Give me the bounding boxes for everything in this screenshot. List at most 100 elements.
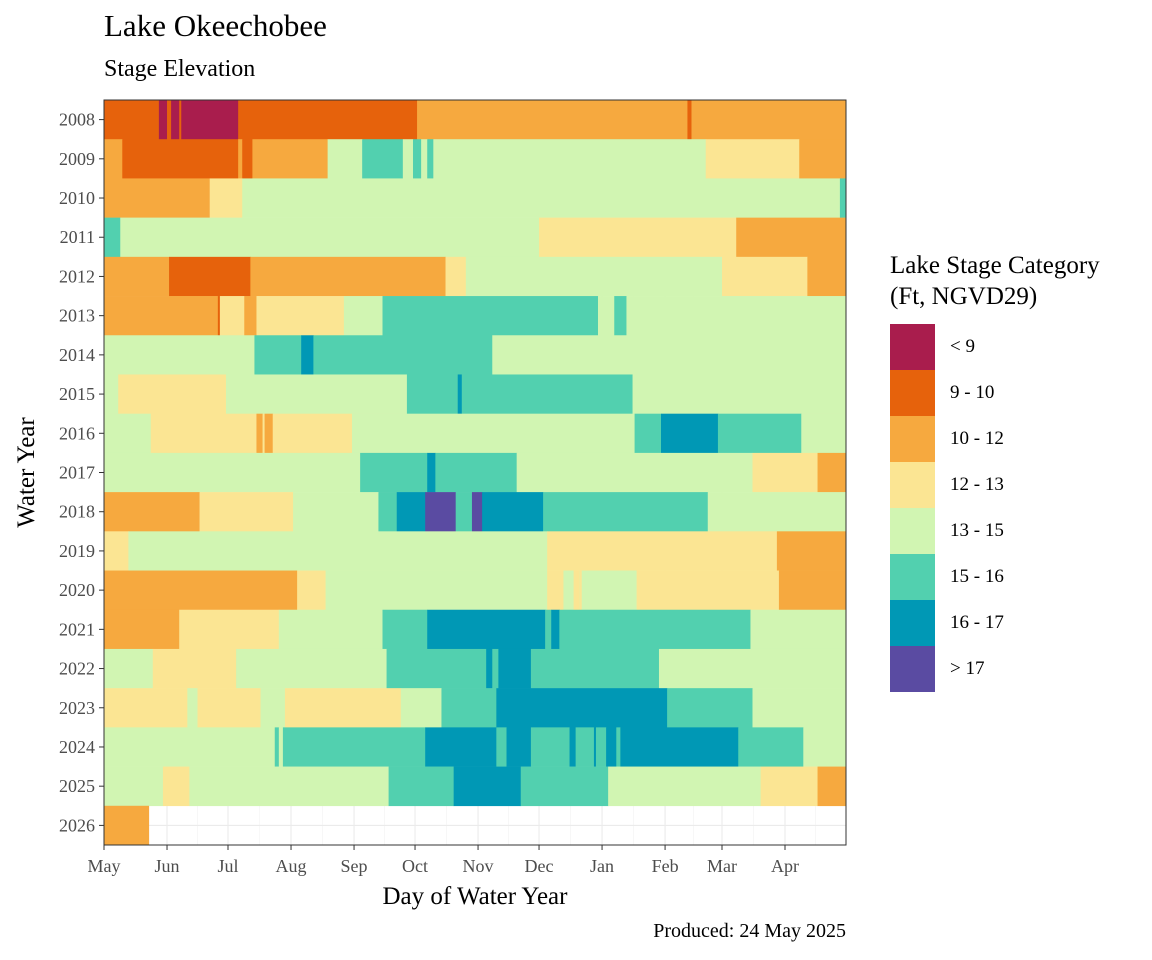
heatmap-tile (225, 374, 408, 414)
heatmap-tile (343, 296, 383, 336)
heatmap-tile (425, 492, 457, 532)
heatmap-tile (620, 727, 739, 767)
legend-label: 15 - 16 (950, 566, 1004, 587)
heatmap-tile (158, 100, 168, 140)
heatmap-tile (760, 766, 818, 807)
heatmap-tile (606, 727, 617, 767)
heatmap-tile (104, 452, 361, 493)
heatmap-tile (471, 492, 483, 532)
heatmap-tile (293, 492, 379, 532)
heatmap-tile (707, 492, 847, 532)
heatmap-tile (388, 766, 455, 807)
heatmap-tile (278, 609, 383, 650)
heatmap-tile (278, 727, 284, 767)
heatmap-tile (282, 727, 426, 767)
heatmap-tile (608, 766, 762, 807)
legend-swatch (890, 416, 935, 462)
heatmap-tile (807, 256, 847, 297)
heatmap-tile (179, 100, 182, 140)
heatmap-tile (581, 570, 638, 611)
legend-label: < 9 (950, 336, 975, 357)
heatmap-tile (661, 413, 719, 454)
heatmap-tile (362, 139, 404, 179)
heatmap-tile (396, 492, 426, 532)
heatmap-tile (433, 139, 707, 179)
heatmap-tile (626, 296, 847, 336)
heatmap-tile (752, 688, 847, 728)
heatmap-tile (658, 648, 847, 689)
heatmap-tile (313, 335, 493, 375)
y-tick-label: 2021 (59, 619, 95, 639)
heatmap-tile (167, 100, 172, 140)
heatmap-tile (636, 570, 780, 611)
y-tick-label: 2015 (59, 384, 95, 404)
legend-label: 16 - 17 (950, 612, 1004, 633)
heatmap-tile (496, 727, 507, 767)
heatmap-tiles (104, 100, 847, 846)
heatmap-tile (427, 139, 434, 179)
heatmap-tile (197, 688, 261, 728)
y-tick-label: 2013 (59, 306, 95, 326)
x-tick-label: Apr (771, 856, 799, 876)
heatmap-tile (547, 531, 778, 571)
heatmap-tile (284, 688, 402, 728)
legend-items: < 9 9 - 10 10 - 12 12 - 13 13 - 15 15 - 16 16 … (890, 324, 1140, 692)
y-tick-label: 2019 (59, 541, 95, 561)
heatmap-tile (455, 492, 473, 532)
heatmap-tile (104, 688, 188, 728)
legend-item: 10 - 12 (890, 416, 1140, 462)
heatmap-tile (412, 139, 422, 179)
heatmap-tile (128, 531, 548, 571)
heatmap-tile (382, 609, 428, 650)
heatmap-tile (817, 766, 847, 807)
y-axis: 2008 2009 2010 2011 2012 2013 2014 2015 2016 2017… (59, 110, 104, 835)
heatmap-tile (162, 766, 190, 807)
x-tick-label: Feb (652, 856, 679, 876)
legend-swatch (890, 554, 935, 600)
heatmap-tile (457, 374, 463, 414)
heatmap-tile (256, 296, 345, 336)
y-tick-label: 2010 (59, 188, 95, 208)
y-tick-label: 2023 (59, 698, 95, 718)
heatmap-tile (667, 688, 753, 728)
heatmap-tile (595, 727, 607, 767)
legend-label: 12 - 13 (950, 474, 1004, 495)
heatmap-tile (256, 413, 263, 454)
heatmap-tile (417, 100, 688, 140)
heatmap-tile (492, 335, 847, 375)
produced-caption: Produced: 24 May 2025 (653, 920, 846, 942)
heatmap-tile (575, 727, 595, 767)
y-tick-label: 2022 (59, 659, 95, 679)
x-tick-label: Jan (590, 856, 614, 876)
heatmap-tile (547, 570, 564, 611)
heatmap-tile (687, 100, 692, 140)
heatmap-tile (171, 100, 180, 140)
y-tick-label: 2017 (59, 463, 95, 483)
heatmap-tile (260, 688, 286, 728)
heatmap-tile (717, 413, 802, 454)
y-tick-label: 2008 (59, 110, 95, 130)
legend-swatch (890, 646, 935, 692)
heatmap-tile (496, 688, 668, 728)
heatmap-tile (217, 296, 221, 336)
heatmap-tile (238, 100, 418, 140)
heatmap-tile (545, 609, 552, 650)
y-tick-label: 2011 (60, 227, 95, 247)
legend-item: 16 - 17 (890, 600, 1140, 646)
heatmap-tile (252, 139, 329, 179)
heatmap-tile (262, 413, 265, 454)
heatmap-tile (242, 139, 253, 179)
x-tick-label: Aug (276, 856, 307, 876)
heatmap-tile (189, 766, 390, 807)
heatmap-tile (104, 296, 219, 336)
heatmap-tile (104, 531, 129, 571)
heatmap-tile (274, 727, 280, 767)
legend: Lake Stage Category (Ft, NGVD29) < 9 9 - … (890, 250, 1140, 692)
heatmap-tile (551, 609, 560, 650)
heatmap-tile (104, 570, 298, 611)
heatmap-tile (506, 727, 532, 767)
heatmap-tile (254, 335, 302, 375)
heatmap-tile (498, 648, 532, 689)
heatmap-tile (406, 374, 459, 414)
heatmap-tile (539, 217, 737, 258)
